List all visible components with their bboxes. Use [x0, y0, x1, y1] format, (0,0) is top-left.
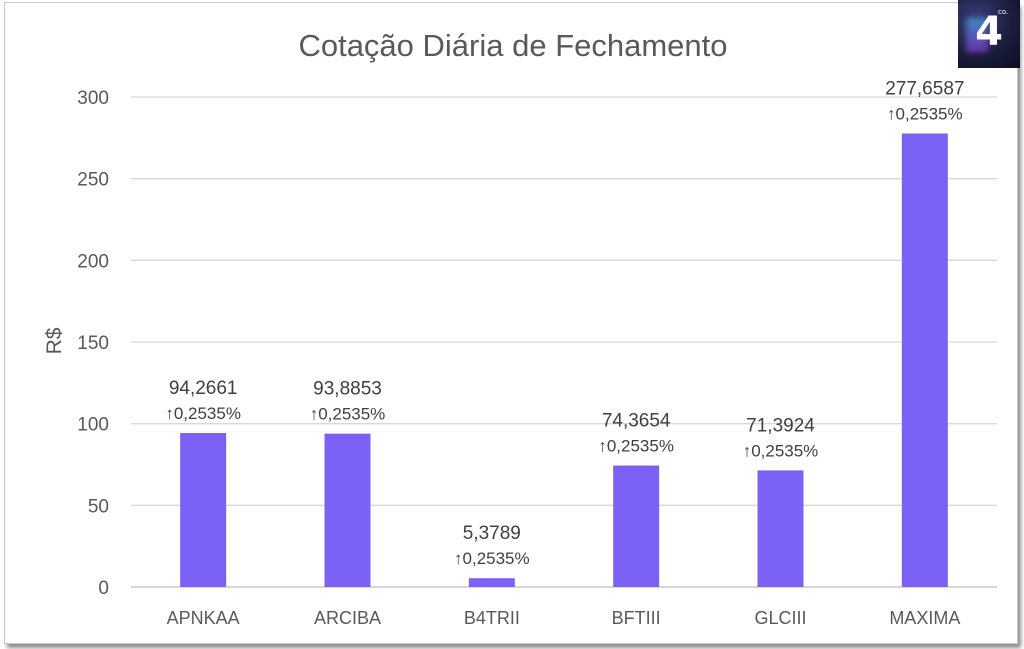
bars — [180, 133, 948, 587]
change-label: ↑0,2535% — [165, 404, 241, 423]
y-tick-label: 100 — [77, 415, 109, 436]
x-tick-label: MAXIMA — [889, 608, 960, 628]
value-label: 93,8853 — [313, 379, 382, 400]
x-tick-label: BFTIII — [612, 608, 661, 628]
change-label: ↑0,2535% — [598, 437, 674, 456]
chart-frame — [4, 2, 1018, 644]
value-label: 74,3654 — [602, 411, 671, 432]
bar-b4trii — [468, 578, 515, 587]
data-labels: 94,2661 ↑0,2535% 93,8853 ↑0,2535% 5,3789 ↑0,2… — [165, 78, 964, 568]
x-tick-label: ARCIBA — [314, 608, 381, 628]
bar-apnkaa — [180, 433, 227, 587]
x-tick-label: B4TRII — [464, 608, 520, 628]
gridlines — [131, 96, 997, 588]
y-tick-label: 250 — [77, 170, 109, 191]
y-axis-label: R$ — [43, 327, 66, 354]
value-label: 94,2661 — [169, 378, 238, 399]
y-tick-label: 200 — [77, 251, 109, 272]
brand-logo: 4 co. — [958, 0, 1020, 68]
logo-glow — [966, 18, 988, 52]
y-tick-label: 300 — [77, 88, 109, 109]
bar-bftiii — [613, 465, 660, 587]
chart-title: Cotação Diária de Fechamento — [298, 28, 727, 63]
change-label: ↑0,2535% — [887, 104, 963, 123]
change-label: ↑0,2535% — [310, 405, 386, 424]
x-tick-label: GLCIII — [754, 608, 806, 628]
logo-digit: 4 — [975, 9, 1003, 55]
y-axis-ticks: 0 50 100 150 200 250 300 — [77, 88, 109, 599]
bar-maxima — [901, 133, 948, 587]
x-axis-ticks: APNKAA ARCIBA B4TRII BFTIII GLCIII MAXIMA — [167, 608, 961, 628]
bar-glciii — [757, 470, 804, 587]
change-label: ↑0,2535% — [743, 441, 819, 460]
y-tick-label: 150 — [77, 333, 109, 354]
logo-small-text: co. — [998, 8, 1009, 16]
value-label: 277,6587 — [885, 78, 964, 99]
x-tick-label: APNKAA — [167, 608, 240, 628]
value-label: 71,3924 — [746, 415, 815, 436]
bar-arciba — [324, 433, 371, 587]
value-label: 5,3789 — [463, 523, 521, 544]
y-tick-label: 0 — [98, 578, 109, 599]
y-tick-label: 50 — [88, 496, 109, 517]
change-label: ↑0,2535% — [454, 549, 530, 568]
